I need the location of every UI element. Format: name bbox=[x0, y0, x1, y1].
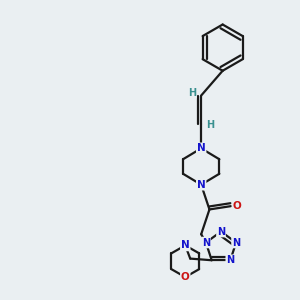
Text: N: N bbox=[197, 180, 206, 190]
Text: N: N bbox=[226, 255, 234, 265]
Text: N: N bbox=[181, 240, 190, 250]
Text: N: N bbox=[202, 238, 210, 248]
Text: O: O bbox=[181, 272, 190, 282]
Text: H: H bbox=[206, 120, 214, 130]
Text: H: H bbox=[188, 88, 196, 98]
Text: O: O bbox=[232, 201, 241, 211]
Text: N: N bbox=[232, 238, 240, 248]
Text: N: N bbox=[197, 143, 206, 153]
Text: N: N bbox=[217, 226, 225, 237]
